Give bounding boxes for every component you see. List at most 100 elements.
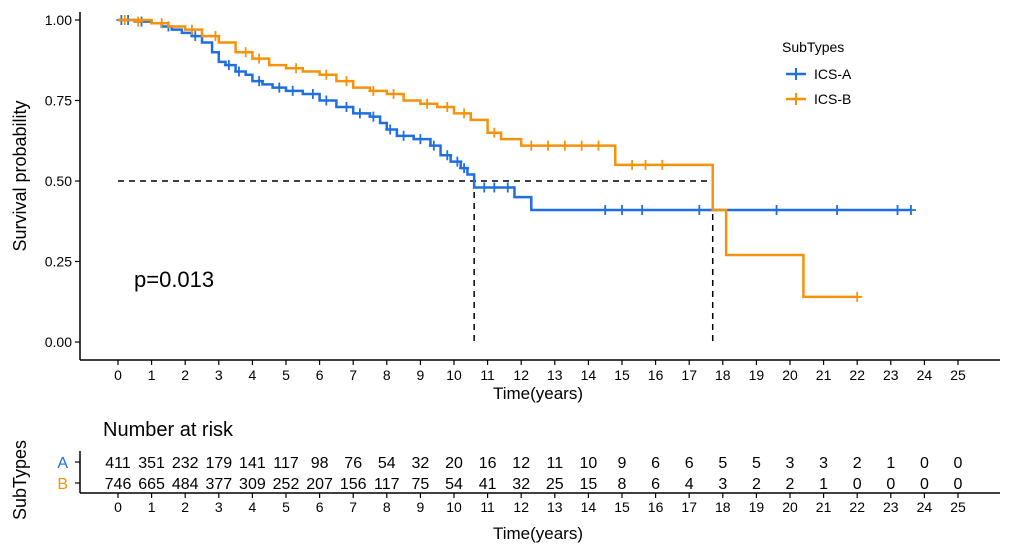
censor-mark-ics-b-14 xyxy=(459,108,470,119)
y-tick-label-2: 0.50 xyxy=(45,173,72,189)
risk-x-tick-label-16: 16 xyxy=(648,499,664,515)
x-tick-label-21: 21 xyxy=(816,367,832,383)
risk-count-b-19: 2 xyxy=(752,476,761,493)
x-tick-label-17: 17 xyxy=(681,367,697,383)
censor-mark-ics-a-7 xyxy=(254,76,265,87)
censor-mark-ics-b-21 xyxy=(627,159,638,170)
risk-count-b-1: 665 xyxy=(138,476,165,493)
censor-mark-ics-a-24 xyxy=(502,182,513,193)
risk-count-a-20: 3 xyxy=(786,455,795,472)
risk-count-b-17: 4 xyxy=(685,476,694,493)
risk-count-b-14: 15 xyxy=(580,476,598,493)
y-tick-label-1: 0.25 xyxy=(45,254,72,270)
x-tick-label-24: 24 xyxy=(917,367,933,383)
x-tick-label-16: 16 xyxy=(648,367,664,383)
censor-mark-ics-a-19 xyxy=(442,150,453,161)
risk-count-a-8: 54 xyxy=(378,455,396,472)
risk-count-b-3: 377 xyxy=(205,476,232,493)
risk-count-b-4: 309 xyxy=(239,476,266,493)
risk-count-a-3: 179 xyxy=(205,455,232,472)
risk-count-a-15: 9 xyxy=(618,455,627,472)
censor-mark-ics-a-14 xyxy=(368,111,379,122)
risk-table-x-label: Time(years) xyxy=(493,524,583,543)
censor-mark-ics-b-1 xyxy=(133,16,144,27)
x-tick-label-8: 8 xyxy=(383,367,391,383)
x-tick-label-19: 19 xyxy=(749,367,765,383)
censor-mark-ics-a-25 xyxy=(600,204,611,215)
x-tick-label-13: 13 xyxy=(547,367,563,383)
risk-count-b-23: 0 xyxy=(886,476,895,493)
y-axis-label: Survival probability xyxy=(10,100,30,251)
risk-x-tick-label-14: 14 xyxy=(581,499,597,515)
censor-mark-ics-a-16 xyxy=(398,130,409,141)
risk-x-tick-label-10: 10 xyxy=(446,499,462,515)
censor-mark-ics-b-13 xyxy=(442,101,453,112)
censor-mark-ics-a-28 xyxy=(694,204,705,215)
x-tick-label-10: 10 xyxy=(446,367,462,383)
risk-x-tick-label-23: 23 xyxy=(883,499,899,515)
censor-mark-ics-b-5 xyxy=(240,47,251,58)
censor-mark-ics-a-18 xyxy=(428,140,439,151)
censor-mark-ics-b-2 xyxy=(156,18,167,29)
censor-mark-ics-a-21 xyxy=(459,163,470,174)
risk-x-tick-label-24: 24 xyxy=(917,499,933,515)
censor-mark-ics-a-29 xyxy=(771,204,782,215)
risk-count-b-13: 25 xyxy=(546,476,564,493)
censor-mark-ics-b-10 xyxy=(368,85,379,96)
risk-x-tick-label-9: 9 xyxy=(417,499,425,515)
risk-count-b-11: 41 xyxy=(479,476,497,493)
risk-count-a-9: 32 xyxy=(412,455,430,472)
legend-label-ics-b: ICS-B xyxy=(814,91,851,107)
risk-count-a-7: 76 xyxy=(344,455,362,472)
risk-table-y-label: SubTypes xyxy=(10,440,30,520)
censor-mark-ics-b-3 xyxy=(186,24,197,35)
x-tick-label-2: 2 xyxy=(181,367,189,383)
censor-mark-ics-a-27 xyxy=(637,204,648,215)
censor-mark-ics-a-8 xyxy=(274,82,285,93)
censor-mark-ics-b-20 xyxy=(593,140,604,151)
x-tick-label-4: 4 xyxy=(249,367,257,383)
x-tick-label-11: 11 xyxy=(480,367,495,383)
censor-mark-ics-b-11 xyxy=(388,89,399,100)
censor-mark-ics-a-22 xyxy=(479,182,490,193)
censor-mark-ics-b-0 xyxy=(119,15,130,25)
risk-count-a-23: 1 xyxy=(886,455,895,472)
censor-mark-ics-a-32 xyxy=(905,204,916,215)
risk-x-tick-label-5: 5 xyxy=(282,499,290,515)
risk-x-tick-label-19: 19 xyxy=(749,499,765,515)
risk-x-tick-label-21: 21 xyxy=(816,499,832,515)
risk-x-tick-label-4: 4 xyxy=(249,499,257,515)
risk-x-tick-label-0: 0 xyxy=(114,499,122,515)
risk-count-b-6: 207 xyxy=(306,476,333,493)
risk-x-tick-label-11: 11 xyxy=(480,499,495,515)
censor-mark-ics-a-6 xyxy=(233,66,244,77)
risk-x-tick-label-13: 13 xyxy=(547,499,563,515)
risk-count-a-10: 20 xyxy=(445,455,463,472)
censor-mark-ics-b-6 xyxy=(254,53,265,64)
main-axes: 0.000.250.500.751.000 1 2 3 4 5 6 7 8 9 10 11 12 13 14… xyxy=(45,12,1000,383)
risk-count-b-8: 117 xyxy=(374,476,400,493)
censor-mark-ics-b-23 xyxy=(657,159,668,170)
censor-mark-ics-b-8 xyxy=(321,69,332,80)
censor-mark-ics-a-15 xyxy=(385,124,396,135)
censor-mark-ics-a-17 xyxy=(415,134,426,145)
risk-count-a-25: 0 xyxy=(954,455,963,472)
risk-count-b-12: 32 xyxy=(512,476,530,493)
censor-mark-ics-a-11 xyxy=(321,95,332,106)
risk-count-a-12: 12 xyxy=(512,455,530,472)
x-tick-label-3: 3 xyxy=(215,367,223,383)
risk-x-tick-label-2: 2 xyxy=(181,499,189,515)
risk-count-a-14: 10 xyxy=(580,455,598,472)
censor-mark-ics-b-7 xyxy=(291,63,302,74)
risk-x-tick-label-18: 18 xyxy=(715,499,731,515)
censor-mark-ics-b-17 xyxy=(543,140,554,151)
risk-x-tick-label-1: 1 xyxy=(148,499,156,515)
censor-mark-ics-b-22 xyxy=(640,159,651,170)
risk-count-b-18: 3 xyxy=(718,476,727,493)
censor-mark-ics-a-9 xyxy=(287,85,298,96)
x-tick-label-20: 20 xyxy=(782,367,798,383)
y-tick-label-0: 0.00 xyxy=(45,334,72,350)
p-value-label: p=0.013 xyxy=(134,267,214,292)
x-tick-label-15: 15 xyxy=(614,367,630,383)
